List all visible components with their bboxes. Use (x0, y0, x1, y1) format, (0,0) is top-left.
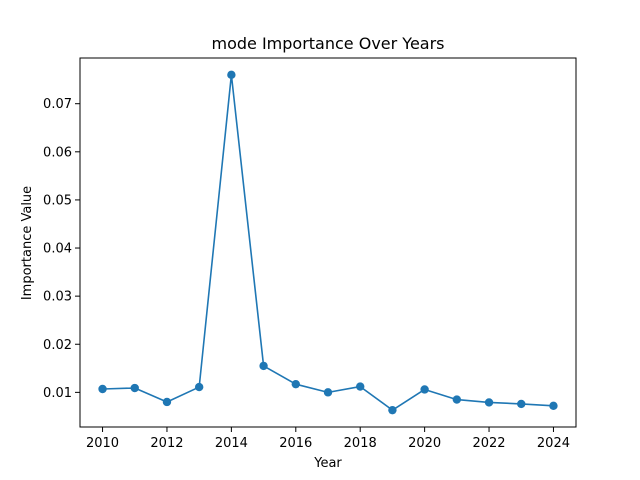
data-point (259, 361, 268, 371)
y-tick-label: 0.02 (43, 338, 72, 353)
x-tick-label: 2024 (537, 436, 570, 451)
y-tick-label: 0.04 (43, 242, 72, 257)
y-tick-label: 0.07 (43, 97, 72, 112)
x-tick-label: 2016 (279, 436, 312, 451)
plot-area (98, 70, 558, 415)
data-point (323, 388, 333, 397)
x-axis-label: Year (313, 456, 342, 471)
data-point (227, 70, 236, 80)
data-point (484, 398, 494, 407)
data-point (356, 382, 365, 391)
plot-frame (79, 57, 577, 428)
data-point (517, 399, 526, 409)
x-tick-label: 2010 (86, 436, 119, 451)
data-point (420, 385, 429, 394)
y-tick-label: 0.06 (43, 145, 72, 160)
data-point (162, 397, 172, 407)
y-tick-label: 0.01 (43, 386, 72, 401)
y-axis-ticks: 0.01 0.02 0.03 0.04 0.05 0.06 0.07 (43, 97, 80, 401)
data-point (291, 379, 300, 389)
y-axis-label: Importance Value (20, 186, 35, 300)
y-tick-label: 0.03 (43, 290, 72, 305)
data-point (194, 382, 204, 392)
data-point (452, 395, 462, 404)
chart-title: mode Importance Over Years (211, 34, 444, 53)
data-point (98, 384, 107, 394)
x-tick-label: 2018 (344, 436, 377, 451)
x-tick-label: 2012 (150, 436, 183, 451)
data-point (549, 401, 558, 411)
x-tick-label: 2014 (215, 436, 248, 451)
data-point (388, 405, 397, 415)
x-tick-label: 2020 (408, 436, 441, 451)
data-point (130, 383, 139, 393)
x-axis-ticks: 2010 2012 2014 2016 2018 2020 2022 2024 (86, 427, 570, 451)
x-tick-label: 2022 (472, 436, 505, 451)
y-tick-label: 0.05 (43, 193, 72, 208)
